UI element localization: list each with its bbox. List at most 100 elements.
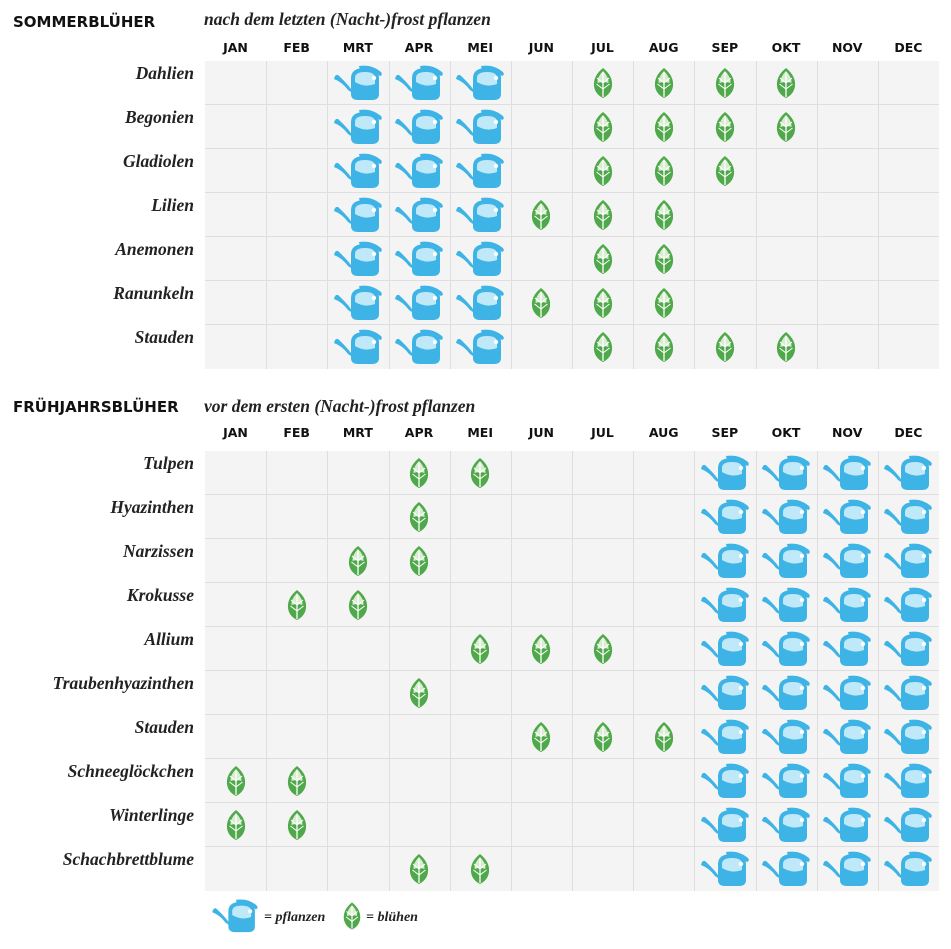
row-label: Dahlien <box>135 63 194 83</box>
grid-column-divider <box>450 61 451 369</box>
grid-column-divider <box>633 61 634 369</box>
section-fruehjahrsblueher: FRÜHJAHRSBLÜHER vor dem ersten (Nacht-)f… <box>0 385 951 891</box>
leaf-icon <box>266 583 327 627</box>
row-label: Allium <box>144 629 194 649</box>
watering-can-icon <box>756 627 817 671</box>
leaf-icon <box>327 583 388 627</box>
month-label-jun: JUN <box>528 425 554 440</box>
grid-column-divider <box>266 61 267 369</box>
row-label: Hyazinthen <box>110 497 194 517</box>
watering-can-icon <box>878 451 939 495</box>
row-label: Ranunkeln <box>113 283 194 303</box>
plant-grid <box>205 451 939 891</box>
leaf-icon <box>633 193 694 237</box>
leaf-icon <box>572 715 633 759</box>
row-label: Gladiolen <box>123 151 194 171</box>
watering-can-icon <box>817 583 878 627</box>
leaf-icon <box>389 539 450 583</box>
grid-column-divider <box>572 61 573 369</box>
watering-can-icon <box>389 237 450 281</box>
row-label: Krokusse <box>126 585 194 605</box>
grid-column-divider <box>633 451 634 891</box>
leaf-icon <box>633 325 694 369</box>
table-row <box>205 495 939 539</box>
watering-can-icon <box>878 759 939 803</box>
leaf-icon <box>633 105 694 149</box>
table-row <box>205 193 939 237</box>
watering-can-icon <box>694 539 755 583</box>
month-label-aug: AUG <box>648 425 679 440</box>
month-label-feb: FEB <box>283 425 310 440</box>
leaf-icon <box>572 61 633 105</box>
leaf-icon <box>572 193 633 237</box>
watering-can-icon <box>389 105 450 149</box>
watering-can-icon <box>817 495 878 539</box>
watering-can-icon <box>756 451 817 495</box>
month-label-nov: NOV <box>831 40 863 55</box>
leaf-icon <box>450 451 511 495</box>
row-label: Stauden <box>134 327 194 347</box>
watering-can-icon <box>450 281 511 325</box>
month-label-mei: MEI <box>467 40 493 55</box>
leaf-icon <box>633 281 694 325</box>
watering-can-icon <box>450 325 511 369</box>
leaf-icon <box>389 671 450 715</box>
leaf-icon <box>389 495 450 539</box>
table-row <box>205 847 939 891</box>
legend-text: = blühen <box>366 910 418 925</box>
grid-column-divider <box>817 451 818 891</box>
leaf-icon <box>511 281 572 325</box>
watering-can-icon <box>817 539 878 583</box>
month-label-jul: JUL <box>591 40 614 55</box>
watering-can-icon <box>389 61 450 105</box>
leaf-icon <box>511 627 572 671</box>
table-row <box>205 803 939 847</box>
month-label-feb: FEB <box>283 40 310 55</box>
watering-can-icon <box>694 759 755 803</box>
table-row <box>205 627 939 671</box>
watering-can-icon <box>389 193 450 237</box>
section-title: FRÜHJAHRSBLÜHER <box>13 398 179 416</box>
grid-column-divider <box>878 61 879 369</box>
leaf-icon <box>389 451 450 495</box>
leaf-icon <box>511 715 572 759</box>
watering-can-icon <box>694 451 755 495</box>
leaf-icon <box>633 715 694 759</box>
watering-can-icon <box>756 539 817 583</box>
leaf-icon <box>694 105 755 149</box>
table-row <box>205 149 939 193</box>
table-row <box>205 715 939 759</box>
grid-column-divider <box>694 61 695 369</box>
watering-can-icon <box>327 281 388 325</box>
leaf-icon <box>572 149 633 193</box>
leaf-icon <box>342 901 362 936</box>
grid-column-divider <box>327 451 328 891</box>
row-label: Schneeglöckchen <box>67 761 194 781</box>
month-label-dec: DEC <box>894 425 923 440</box>
watering-can-icon <box>450 61 511 105</box>
watering-can-icon <box>756 803 817 847</box>
watering-can-icon <box>450 237 511 281</box>
table-row <box>205 539 939 583</box>
leaf-icon <box>511 193 572 237</box>
leaf-icon <box>756 325 817 369</box>
month-label-mei: MEI <box>467 425 493 440</box>
watering-can-icon <box>389 149 450 193</box>
leaf-icon <box>205 759 266 803</box>
watering-can-icon <box>694 847 755 891</box>
table-row <box>205 237 939 281</box>
watering-can-icon <box>327 149 388 193</box>
watering-can-icon <box>817 451 878 495</box>
row-label: Winterlinge <box>109 805 194 825</box>
watering-can-icon <box>694 495 755 539</box>
watering-can-icon <box>694 671 755 715</box>
leaf-icon <box>450 627 511 671</box>
watering-can-icon <box>817 803 878 847</box>
grid-column-divider <box>389 61 390 369</box>
watering-can-icon <box>694 583 755 627</box>
leaf-icon <box>572 627 633 671</box>
grid-column-divider <box>389 451 390 891</box>
watering-can-icon <box>327 105 388 149</box>
plant-grid <box>205 61 939 369</box>
leaf-icon <box>205 803 266 847</box>
